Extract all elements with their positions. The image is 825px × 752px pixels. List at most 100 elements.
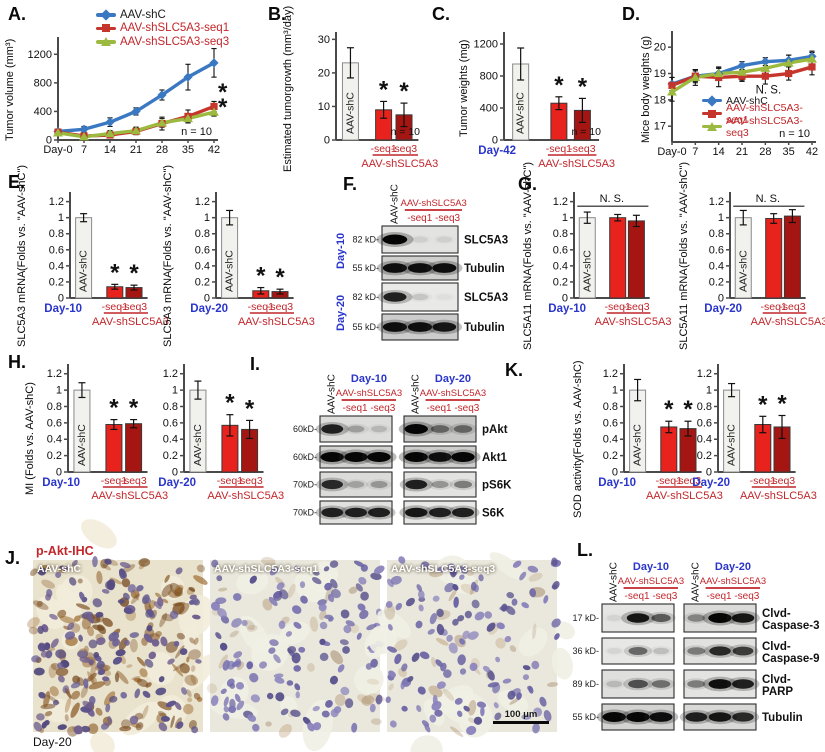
ihc-image-seq3: AAV-shSLC5A3-seq3 100 μm xyxy=(368,552,575,752)
svg-text:pAkt: pAkt xyxy=(482,424,508,436)
svg-text:n = 10: n = 10 xyxy=(779,128,810,140)
bar-chart-svg: 0 0.2 0.4 0.6 0.8 1 1.2 AAV-shC * * Day-10 -seq1-se… xyxy=(44,192,169,328)
bar-chart-svg: 0 400 800 1200 AAV-shC * * n = 10 Day-42 -seq1-se… xyxy=(474,32,615,170)
svg-text:0.6: 0.6 xyxy=(553,244,568,256)
svg-text:1.2: 1.2 xyxy=(47,368,62,380)
svg-text:0.8: 0.8 xyxy=(47,401,62,413)
svg-text:1.2: 1.2 xyxy=(603,368,618,380)
panel-i-blot-day20: AAV-shC Day-20 AAV-shSLC5A3 -seq1 -seq3 pAkt… xyxy=(398,352,524,528)
svg-text:0: 0 xyxy=(706,467,712,479)
svg-text:AAV-shSLC5A3: AAV-shSLC5A3 xyxy=(91,490,168,502)
bar-2 xyxy=(783,215,801,299)
svg-text:1.2: 1.2 xyxy=(49,196,64,208)
svg-text:-seq1 -seq3: -seq1 -seq3 xyxy=(625,591,678,602)
svg-text:AAV-shSLC5A3: AAV-shSLC5A3 xyxy=(400,198,466,209)
svg-text:35: 35 xyxy=(182,144,194,156)
svg-text:20: 20 xyxy=(318,67,330,79)
svg-text:*: * xyxy=(379,76,389,103)
svg-text:28: 28 xyxy=(156,144,168,156)
bar-chart-svg: 0 0.2 0.4 0.6 0.8 1 1.2 AAV-shC * * Day-10 -seq1-se… xyxy=(598,364,723,502)
svg-text:AAV-shSLC5A3: AAV-shSLC5A3 xyxy=(618,576,684,587)
triangle-marker-icon xyxy=(96,36,116,46)
western-blot-svg: AAV-shC Day-20 AAV-shSLC5A3 -seq1 -seq3pAkt… xyxy=(398,373,512,525)
svg-text:0: 0 xyxy=(562,293,568,305)
svg-text:-seq3: -seq3 xyxy=(779,301,805,313)
svg-text:AAV-shC: AAV-shC xyxy=(344,92,356,134)
svg-text:0.2: 0.2 xyxy=(195,276,210,288)
svg-text:Caspase-9: Caspase-9 xyxy=(762,653,820,665)
svg-text:0.4: 0.4 xyxy=(47,434,62,446)
svg-text:AAV-shSLC5A3: AAV-shSLC5A3 xyxy=(646,490,723,502)
svg-text:N. S.: N. S. xyxy=(600,193,624,205)
svg-text:AAV-shSLC5A3: AAV-shSLC5A3 xyxy=(700,576,766,587)
svg-text:1.2: 1.2 xyxy=(195,196,210,208)
svg-text:Day-20: Day-20 xyxy=(715,561,751,573)
svg-text:0: 0 xyxy=(172,467,178,479)
legend-item: AAV-shC xyxy=(702,94,825,107)
legend-item: AAV-shSLC5A3-seq1 xyxy=(96,22,229,36)
svg-text:-seq1: -seq1 xyxy=(217,475,243,487)
bar-chart-svg: 0 0.2 0.4 0.6 0.8 1 1.2 AAV-shC * * Day-20 -seq1-se… xyxy=(692,364,817,502)
legend-label: AAV-shSLC5A3-seq3 xyxy=(726,114,803,139)
svg-text:AAV-shC: AAV-shC xyxy=(327,374,338,414)
svg-text:-seq1: -seq1 xyxy=(605,301,631,313)
svg-text:Day-20: Day-20 xyxy=(190,303,228,315)
svg-text:1200: 1200 xyxy=(28,49,52,61)
svg-text:*: * xyxy=(218,94,228,121)
svg-text:82 kD-: 82 kD- xyxy=(352,235,379,245)
svg-text:-seq1: -seq1 xyxy=(102,301,128,313)
svg-text:55 kD-: 55 kD- xyxy=(572,712,599,722)
panel-l-blot-day20: AAV-shC Day-20 AAV-shSLC5A3 -seq1 -seq3 Clvd… xyxy=(679,540,825,736)
svg-text:AAV-shSLC5A3: AAV-shSLC5A3 xyxy=(420,388,486,399)
bar-chart-svg: 0 0.2 0.4 0.6 0.8 1 1.2 AAV-shC * * Day-10 -seq1-se… xyxy=(42,364,168,502)
svg-text:Tubulin: Tubulin xyxy=(464,322,505,334)
panel-b-chart: 0 10 20 30 AAV-shC * * n = 10 -seq1 -seq3 AAV-shSL… xyxy=(310,26,438,176)
panel-c-ylabel: Tumor weights (mg) xyxy=(458,39,470,137)
svg-text:1: 1 xyxy=(56,385,62,397)
svg-text:14: 14 xyxy=(104,144,116,156)
svg-text:0.8: 0.8 xyxy=(603,401,618,413)
svg-text:70kD-: 70kD- xyxy=(293,508,317,518)
svg-text:Tubulin: Tubulin xyxy=(762,712,803,724)
svg-text:0.8: 0.8 xyxy=(163,401,178,413)
svg-text:14: 14 xyxy=(713,146,725,158)
ihc-tissue-svg xyxy=(206,556,386,752)
svg-text:0.2: 0.2 xyxy=(603,450,618,462)
svg-text:-seq3: -seq3 xyxy=(675,475,701,487)
svg-text:400: 400 xyxy=(34,106,52,118)
svg-text:30: 30 xyxy=(318,34,330,46)
svg-text:Tubulin: Tubulin xyxy=(464,263,505,275)
svg-text:-seq3: -seq3 xyxy=(121,301,147,313)
svg-text:-seq1 -seq3: -seq1 -seq3 xyxy=(427,403,480,414)
svg-text:Day-10: Day-10 xyxy=(42,477,80,489)
svg-text:-seq1: -seq1 xyxy=(761,301,787,313)
svg-text:n = 10: n = 10 xyxy=(181,126,212,138)
svg-text:AAV-shC: AAV-shC xyxy=(224,250,236,292)
svg-text:0.8: 0.8 xyxy=(553,228,568,240)
svg-text:17 kD-: 17 kD- xyxy=(572,613,599,623)
panel-f-blot: AAV-shC AAV-shSLC5A3 -seq1 -seq3 82 kD- SLC5… xyxy=(330,182,520,343)
ihc-tissue xyxy=(27,519,216,752)
panel-g-chart-day10: 0 0.2 0.4 0.6 0.8 1 1.2 AAV-shC N. S. Day-10 -seq1… xyxy=(548,186,671,334)
svg-text:0: 0 xyxy=(56,467,62,479)
svg-text:0.6: 0.6 xyxy=(603,417,618,429)
svg-text:0.4: 0.4 xyxy=(697,434,712,446)
svg-text:7: 7 xyxy=(692,146,698,158)
svg-text:0.4: 0.4 xyxy=(195,260,210,272)
svg-text:-seq1: -seq1 xyxy=(656,475,682,487)
svg-text:70kD-: 70kD- xyxy=(293,480,317,490)
svg-text:-seq3: -seq3 xyxy=(267,301,293,313)
ihc-image-shc: AAV-shC xyxy=(27,519,216,752)
square-marker-icon xyxy=(96,24,116,33)
svg-text:AAV-shC: AAV-shC xyxy=(78,250,90,292)
panel-e-chart-day10: 0 0.2 0.4 0.6 0.8 1 1.2 AAV-shC * * Day-10 -seq1 -se… xyxy=(44,186,169,334)
panel-e-ylabel-1: SLC5A3 mRNA (Folds vs. "AAV-shC") xyxy=(16,164,28,348)
svg-text:1: 1 xyxy=(562,212,568,224)
panel-d-legend: AAV-shC AAV-shSLC5A3-seq1 AAV-shSLC5A3-s… xyxy=(702,94,825,139)
panel-g-label: G. xyxy=(518,174,538,194)
svg-text:0: 0 xyxy=(58,293,64,305)
line-chart-svg: 0 400 800 1200 Day-0 7 14 21 28 35 42 ** n = 10 xyxy=(28,37,228,156)
svg-text:pS6K: pS6K xyxy=(482,480,512,492)
svg-text:1.2: 1.2 xyxy=(553,196,568,208)
svg-text:60kD-: 60kD- xyxy=(293,424,317,434)
